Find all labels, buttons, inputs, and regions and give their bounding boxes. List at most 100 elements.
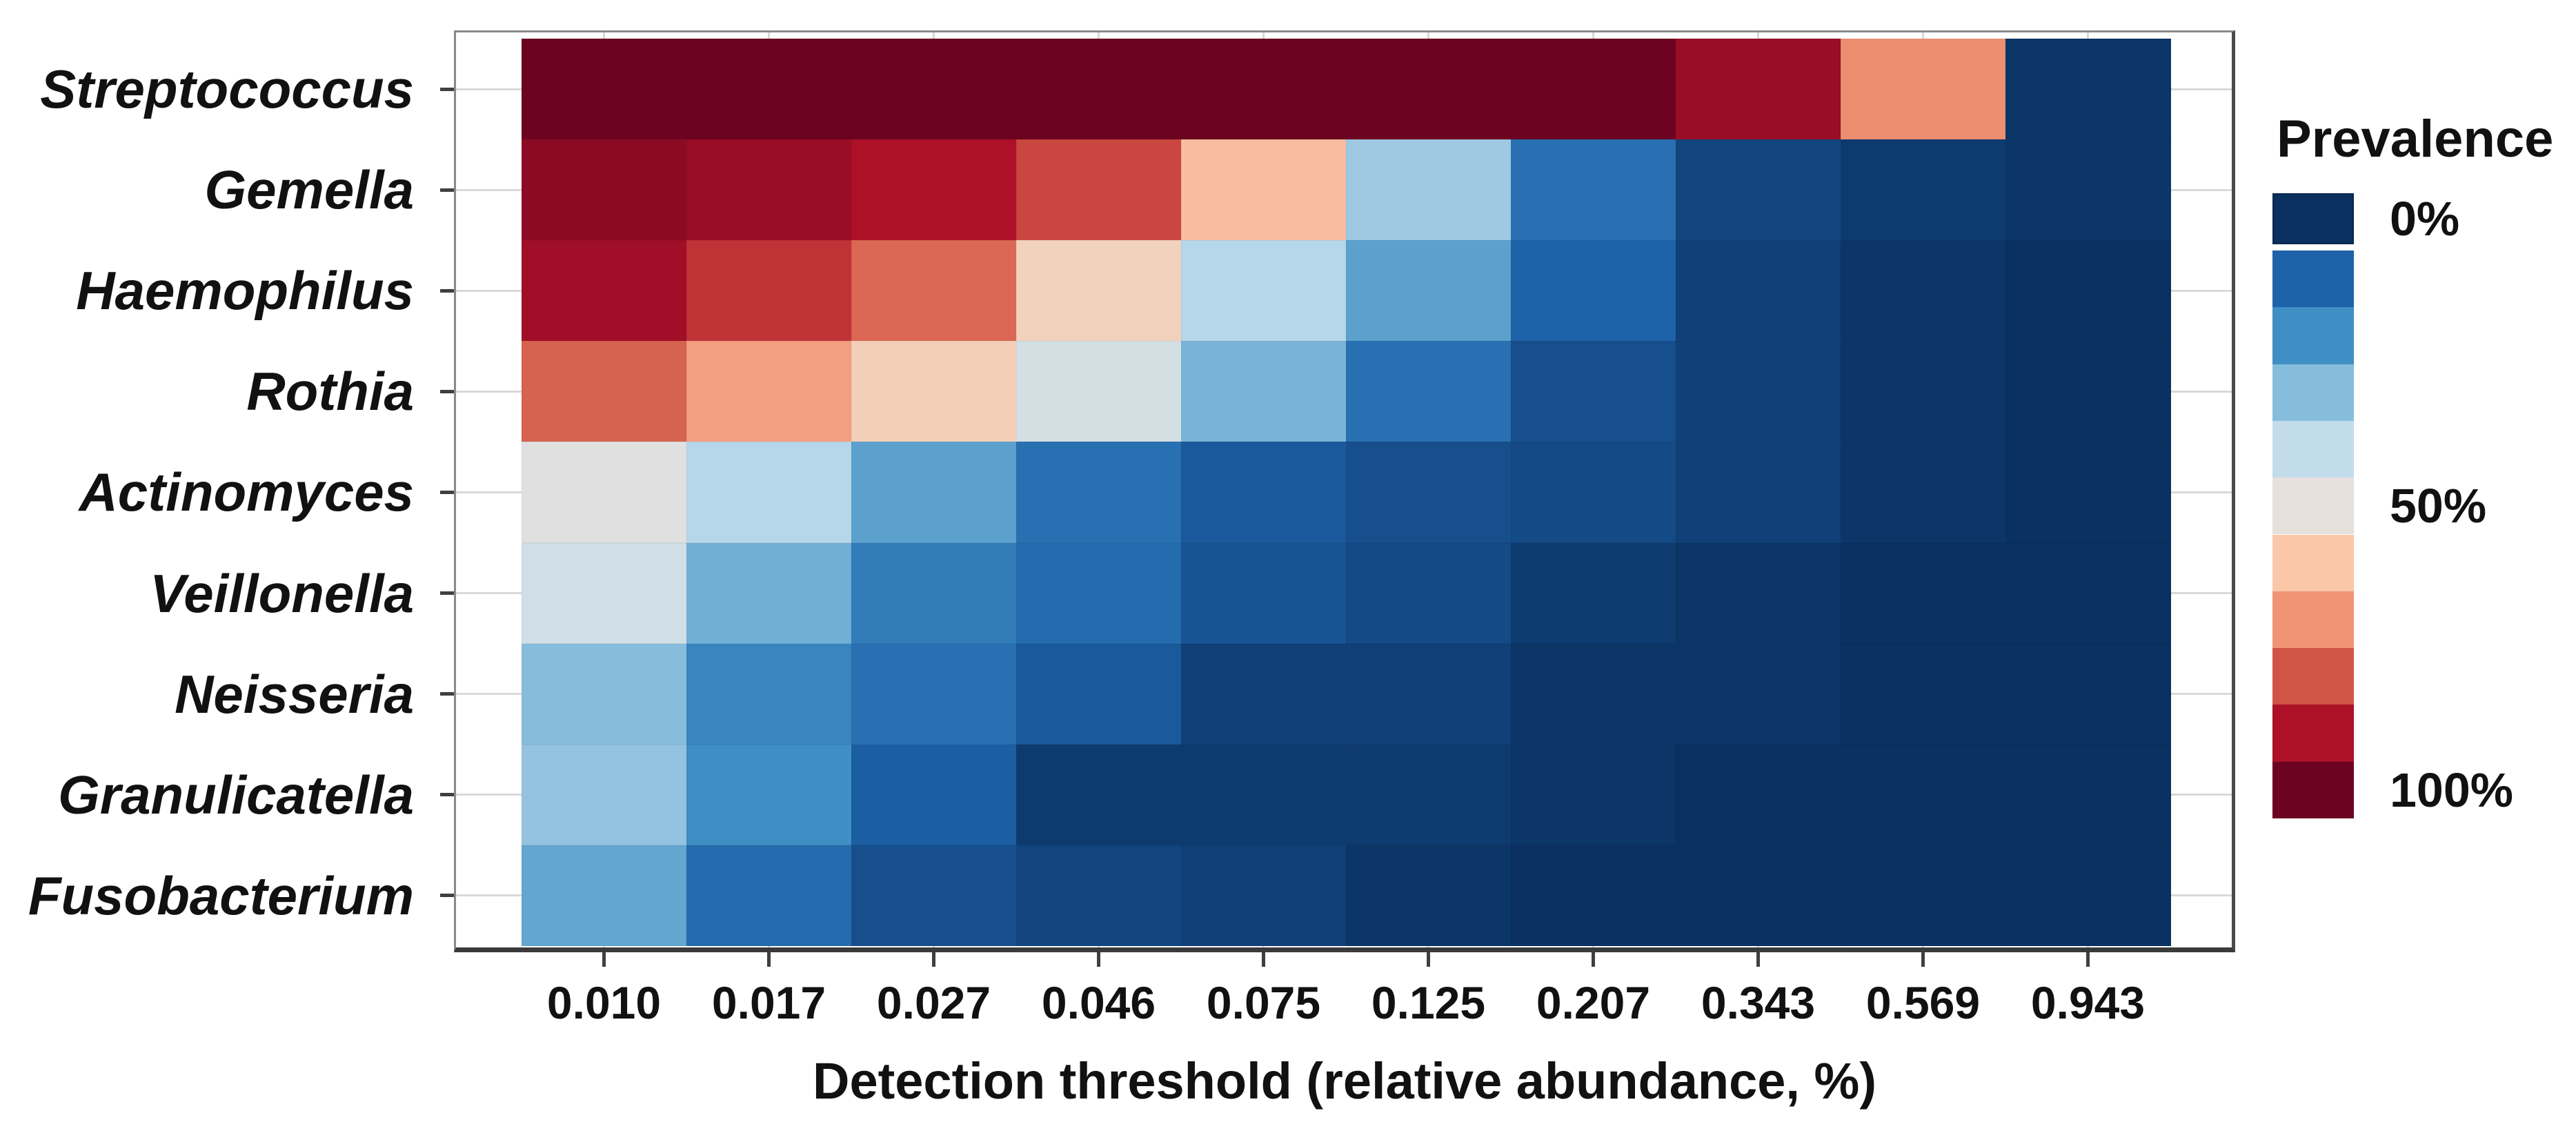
heatmap-cell — [1346, 643, 1512, 745]
y-axis-label: Streptococcus — [40, 59, 414, 120]
heatmap-cell — [851, 542, 1017, 645]
heatmap-cell — [1346, 341, 1512, 442]
heatmap-cell — [2005, 542, 2171, 645]
heatmap-cell — [1346, 240, 1512, 342]
heatmap-cell — [686, 139, 852, 241]
heatmap-cell — [851, 442, 1017, 543]
heatmap-cell — [1346, 39, 1512, 140]
heatmap-cell — [1841, 240, 2006, 342]
heatmap-cell — [1346, 845, 1512, 947]
x-axis-tick — [1427, 952, 1430, 967]
heatmap-cell — [1841, 139, 2006, 241]
heatmap-cell — [522, 39, 687, 140]
y-axis-tick — [440, 591, 454, 596]
heatmap-cell — [522, 341, 687, 442]
heatmap-cell — [1181, 643, 1347, 745]
legend-swatch — [2272, 478, 2354, 535]
y-axis-tick — [440, 793, 454, 797]
x-axis-tick — [1756, 952, 1760, 967]
heatmap-cell — [522, 240, 687, 342]
heatmap-cell — [522, 542, 687, 645]
heatmap-cell — [522, 845, 687, 947]
heatmap-cell — [686, 643, 852, 745]
legend-swatch — [2272, 705, 2354, 762]
y-axis-label: Fusobacterium — [28, 865, 414, 926]
y-axis-tick — [440, 490, 454, 494]
heatmap-cell — [522, 442, 687, 543]
heatmap-cell — [1676, 744, 1841, 846]
heatmap-cell — [851, 240, 1017, 342]
heatmap-cell — [1841, 442, 2006, 543]
heatmap-cell — [1511, 39, 1676, 140]
heatmap-cell — [1511, 845, 1676, 947]
heatmap-cell — [851, 39, 1017, 140]
x-axis-tick-label: 0.207 — [1536, 977, 1651, 1028]
y-axis-label: Veillonella — [150, 562, 414, 624]
x-axis-tick-label: 0.027 — [876, 977, 991, 1028]
heatmap-cell — [1346, 744, 1512, 846]
heatmap-cell — [1511, 744, 1676, 846]
heatmap-cell — [686, 442, 852, 543]
heatmap-cell — [1016, 442, 1182, 543]
heatmap-cell — [1676, 139, 1841, 241]
y-axis-tick — [440, 692, 454, 696]
heatmap-cell — [2005, 341, 2171, 442]
x-axis-tick — [767, 952, 771, 967]
heatmap-cell — [1841, 39, 2006, 140]
heatmap-cell — [1841, 643, 2006, 745]
y-axis-label: Neisseria — [175, 663, 414, 725]
heatmap-cell — [686, 744, 852, 846]
legend-title: Prevalence — [2277, 110, 2554, 168]
legend-tick-label: 50% — [2390, 479, 2487, 533]
heatmap-cell — [2005, 845, 2171, 947]
x-axis-tick — [2086, 952, 2090, 967]
y-axis-label: Haemophilus — [76, 260, 414, 322]
heatmap-cell — [2005, 39, 2171, 140]
heatmap-cell — [1511, 139, 1676, 241]
legend-swatch — [2272, 648, 2354, 705]
x-axis-tick-label: 0.046 — [1041, 977, 1156, 1028]
x-axis-tick — [1262, 952, 1265, 967]
heatmap-cell — [1676, 442, 1841, 543]
heatmap-cell — [851, 643, 1017, 745]
y-axis-label: Actinomyces — [79, 462, 414, 523]
x-axis-tick-label: 0.075 — [1206, 977, 1321, 1028]
heatmap-cell — [2005, 442, 2171, 543]
heatmap-cell — [851, 341, 1017, 442]
heatmap-cell — [1016, 139, 1182, 241]
heatmap-cell — [1016, 744, 1182, 846]
x-axis-tick-label: 0.569 — [1865, 977, 1981, 1028]
heatmap-cell — [851, 845, 1017, 947]
heatmap-cell — [1511, 542, 1676, 645]
x-axis-tick-label: 0.125 — [1371, 977, 1486, 1028]
heatmap-cell — [686, 542, 852, 645]
y-axis-tick — [440, 188, 454, 192]
heatmap-cell — [1841, 744, 2006, 846]
heatmap-cell — [1016, 240, 1182, 342]
heatmap-cell — [1676, 341, 1841, 442]
heatmap-cell — [1181, 845, 1347, 947]
heatmap-cell — [1016, 39, 1182, 140]
heatmap-cell — [1016, 643, 1182, 745]
heatmap-cell — [1841, 341, 2006, 442]
heatmap-cell — [1511, 442, 1676, 543]
heatmap-cell — [686, 341, 852, 442]
heatmap-cell — [2005, 643, 2171, 745]
heatmap-cell — [1181, 542, 1347, 645]
y-axis-label: Gemella — [204, 159, 414, 221]
legend-swatch — [2272, 591, 2354, 649]
heatmap-cell — [851, 744, 1017, 846]
heatmap-cell — [522, 643, 687, 745]
legend-swatch — [2272, 534, 2354, 591]
heatmap-cell — [1676, 240, 1841, 342]
x-axis-tick-label: 0.943 — [2030, 977, 2146, 1028]
heatmap-cell — [686, 845, 852, 947]
heatmap-cell — [522, 744, 687, 846]
legend-swatch — [2272, 307, 2354, 364]
heatmap-panel — [454, 30, 2235, 952]
y-axis-tick — [440, 288, 454, 293]
x-axis-tick — [1921, 952, 1925, 967]
heatmap-cell — [1676, 39, 1841, 140]
heatmap-cell — [1181, 39, 1347, 140]
